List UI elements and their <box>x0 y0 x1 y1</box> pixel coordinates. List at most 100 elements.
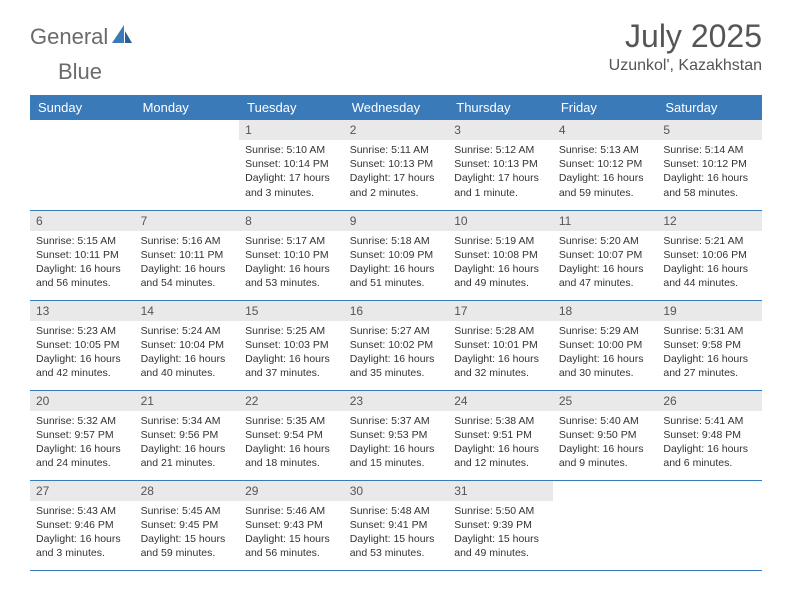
day-details: Sunrise: 5:50 AMSunset: 9:39 PMDaylight:… <box>448 501 553 567</box>
calendar-day-cell <box>30 120 135 210</box>
calendar-day-cell <box>657 480 762 570</box>
calendar-day-cell: 8Sunrise: 5:17 AMSunset: 10:10 PMDayligh… <box>239 210 344 300</box>
calendar-day-cell: 18Sunrise: 5:29 AMSunset: 10:00 PMDaylig… <box>553 300 658 390</box>
day-header: Sunday <box>30 95 135 120</box>
day-number: 10 <box>448 211 553 231</box>
day-details: Sunrise: 5:12 AMSunset: 10:13 PMDaylight… <box>448 140 553 206</box>
calendar-day-cell: 11Sunrise: 5:20 AMSunset: 10:07 PMDaylig… <box>553 210 658 300</box>
calendar-day-cell: 5Sunrise: 5:14 AMSunset: 10:12 PMDayligh… <box>657 120 762 210</box>
day-number: 30 <box>344 481 449 501</box>
day-number: 24 <box>448 391 553 411</box>
day-number: 28 <box>135 481 240 501</box>
calendar-day-cell: 9Sunrise: 5:18 AMSunset: 10:09 PMDayligh… <box>344 210 449 300</box>
page: General July 2025 Uzunkol', Kazakhstan B… <box>0 0 792 591</box>
calendar-day-cell <box>553 480 658 570</box>
calendar-day-cell: 22Sunrise: 5:35 AMSunset: 9:54 PMDayligh… <box>239 390 344 480</box>
day-header: Friday <box>553 95 658 120</box>
calendar-day-cell <box>135 120 240 210</box>
day-number: 18 <box>553 301 658 321</box>
day-number: 9 <box>344 211 449 231</box>
day-number: 7 <box>135 211 240 231</box>
day-details: Sunrise: 5:38 AMSunset: 9:51 PMDaylight:… <box>448 411 553 477</box>
brand-word2: Blue <box>58 59 102 85</box>
calendar-day-cell: 30Sunrise: 5:48 AMSunset: 9:41 PMDayligh… <box>344 480 449 570</box>
day-header: Thursday <box>448 95 553 120</box>
brand-sail-icon <box>112 25 134 50</box>
day-number: 5 <box>657 120 762 140</box>
day-number: 8 <box>239 211 344 231</box>
day-header: Tuesday <box>239 95 344 120</box>
day-details: Sunrise: 5:35 AMSunset: 9:54 PMDaylight:… <box>239 411 344 477</box>
calendar-day-cell: 15Sunrise: 5:25 AMSunset: 10:03 PMDaylig… <box>239 300 344 390</box>
calendar-day-cell: 20Sunrise: 5:32 AMSunset: 9:57 PMDayligh… <box>30 390 135 480</box>
day-number: 15 <box>239 301 344 321</box>
day-details: Sunrise: 5:20 AMSunset: 10:07 PMDaylight… <box>553 231 658 297</box>
calendar-week-row: 1Sunrise: 5:10 AMSunset: 10:14 PMDayligh… <box>30 120 762 210</box>
day-details: Sunrise: 5:41 AMSunset: 9:48 PMDaylight:… <box>657 411 762 477</box>
day-details: Sunrise: 5:21 AMSunset: 10:06 PMDaylight… <box>657 231 762 297</box>
calendar-day-cell: 17Sunrise: 5:28 AMSunset: 10:01 PMDaylig… <box>448 300 553 390</box>
day-details: Sunrise: 5:17 AMSunset: 10:10 PMDaylight… <box>239 231 344 297</box>
calendar-day-cell: 14Sunrise: 5:24 AMSunset: 10:04 PMDaylig… <box>135 300 240 390</box>
day-number: 2 <box>344 120 449 140</box>
day-details: Sunrise: 5:34 AMSunset: 9:56 PMDaylight:… <box>135 411 240 477</box>
day-details: Sunrise: 5:48 AMSunset: 9:41 PMDaylight:… <box>344 501 449 567</box>
day-details: Sunrise: 5:29 AMSunset: 10:00 PMDaylight… <box>553 321 658 387</box>
day-number: 12 <box>657 211 762 231</box>
day-number: 29 <box>239 481 344 501</box>
calendar-table: SundayMondayTuesdayWednesdayThursdayFrid… <box>30 95 762 571</box>
calendar-day-cell: 7Sunrise: 5:16 AMSunset: 10:11 PMDayligh… <box>135 210 240 300</box>
title-block: July 2025 Uzunkol', Kazakhstan <box>609 18 762 75</box>
calendar-day-cell: 12Sunrise: 5:21 AMSunset: 10:06 PMDaylig… <box>657 210 762 300</box>
calendar-day-cell: 26Sunrise: 5:41 AMSunset: 9:48 PMDayligh… <box>657 390 762 480</box>
day-number: 4 <box>553 120 658 140</box>
day-number: 31 <box>448 481 553 501</box>
day-header: Monday <box>135 95 240 120</box>
calendar-day-cell: 16Sunrise: 5:27 AMSunset: 10:02 PMDaylig… <box>344 300 449 390</box>
day-details: Sunrise: 5:24 AMSunset: 10:04 PMDaylight… <box>135 321 240 387</box>
brand-word1: General <box>30 24 108 50</box>
day-header: Wednesday <box>344 95 449 120</box>
calendar-day-cell: 19Sunrise: 5:31 AMSunset: 9:58 PMDayligh… <box>657 300 762 390</box>
day-number: 3 <box>448 120 553 140</box>
calendar-day-cell: 28Sunrise: 5:45 AMSunset: 9:45 PMDayligh… <box>135 480 240 570</box>
calendar-day-cell: 31Sunrise: 5:50 AMSunset: 9:39 PMDayligh… <box>448 480 553 570</box>
calendar-week-row: 27Sunrise: 5:43 AMSunset: 9:46 PMDayligh… <box>30 480 762 570</box>
calendar-day-cell: 4Sunrise: 5:13 AMSunset: 10:12 PMDayligh… <box>553 120 658 210</box>
day-number: 22 <box>239 391 344 411</box>
calendar-day-cell: 2Sunrise: 5:11 AMSunset: 10:13 PMDayligh… <box>344 120 449 210</box>
day-number: 19 <box>657 301 762 321</box>
calendar-day-cell: 29Sunrise: 5:46 AMSunset: 9:43 PMDayligh… <box>239 480 344 570</box>
day-details: Sunrise: 5:11 AMSunset: 10:13 PMDaylight… <box>344 140 449 206</box>
calendar-day-cell: 21Sunrise: 5:34 AMSunset: 9:56 PMDayligh… <box>135 390 240 480</box>
day-details: Sunrise: 5:10 AMSunset: 10:14 PMDaylight… <box>239 140 344 206</box>
day-number: 25 <box>553 391 658 411</box>
day-details: Sunrise: 5:28 AMSunset: 10:01 PMDaylight… <box>448 321 553 387</box>
calendar-body: 1Sunrise: 5:10 AMSunset: 10:14 PMDayligh… <box>30 120 762 570</box>
day-details: Sunrise: 5:25 AMSunset: 10:03 PMDaylight… <box>239 321 344 387</box>
day-number: 20 <box>30 391 135 411</box>
day-details: Sunrise: 5:19 AMSunset: 10:08 PMDaylight… <box>448 231 553 297</box>
calendar-day-cell: 1Sunrise: 5:10 AMSunset: 10:14 PMDayligh… <box>239 120 344 210</box>
brand-logo: General <box>30 18 136 50</box>
day-details: Sunrise: 5:16 AMSunset: 10:11 PMDaylight… <box>135 231 240 297</box>
calendar-day-cell: 3Sunrise: 5:12 AMSunset: 10:13 PMDayligh… <box>448 120 553 210</box>
day-details: Sunrise: 5:31 AMSunset: 9:58 PMDaylight:… <box>657 321 762 387</box>
month-title: July 2025 <box>609 18 762 55</box>
calendar-header-row: SundayMondayTuesdayWednesdayThursdayFrid… <box>30 95 762 120</box>
calendar-day-cell: 24Sunrise: 5:38 AMSunset: 9:51 PMDayligh… <box>448 390 553 480</box>
calendar-day-cell: 25Sunrise: 5:40 AMSunset: 9:50 PMDayligh… <box>553 390 658 480</box>
day-number: 6 <box>30 211 135 231</box>
day-details: Sunrise: 5:46 AMSunset: 9:43 PMDaylight:… <box>239 501 344 567</box>
day-number: 14 <box>135 301 240 321</box>
day-details: Sunrise: 5:40 AMSunset: 9:50 PMDaylight:… <box>553 411 658 477</box>
day-number: 23 <box>344 391 449 411</box>
calendar-day-cell: 27Sunrise: 5:43 AMSunset: 9:46 PMDayligh… <box>30 480 135 570</box>
day-details: Sunrise: 5:23 AMSunset: 10:05 PMDaylight… <box>30 321 135 387</box>
day-details: Sunrise: 5:27 AMSunset: 10:02 PMDaylight… <box>344 321 449 387</box>
day-number: 13 <box>30 301 135 321</box>
day-number: 11 <box>553 211 658 231</box>
day-details: Sunrise: 5:18 AMSunset: 10:09 PMDaylight… <box>344 231 449 297</box>
day-details: Sunrise: 5:43 AMSunset: 9:46 PMDaylight:… <box>30 501 135 567</box>
day-details: Sunrise: 5:37 AMSunset: 9:53 PMDaylight:… <box>344 411 449 477</box>
